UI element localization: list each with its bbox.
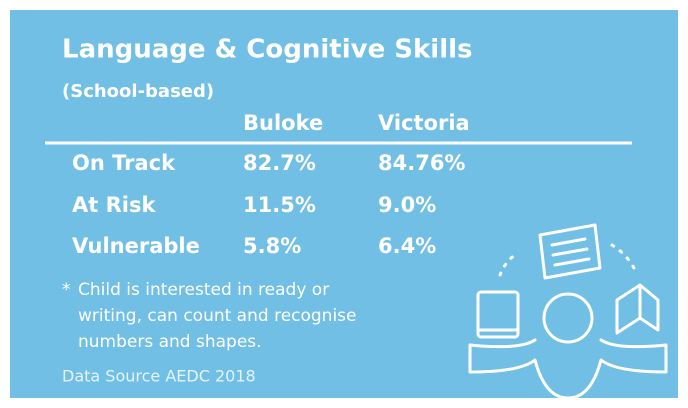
cell: 11.5% bbox=[243, 193, 316, 217]
cell: 5.8% bbox=[243, 234, 301, 258]
card-background bbox=[10, 10, 678, 398]
source: Data Source AEDC 2018 bbox=[62, 367, 256, 386]
illustration bbox=[468, 223, 668, 400]
row-label: On Track bbox=[72, 151, 176, 175]
note-line: numbers and shapes. bbox=[78, 332, 262, 352]
column-header: Victoria bbox=[378, 111, 470, 135]
cell: 9.0% bbox=[378, 193, 436, 217]
cell: 6.4% bbox=[378, 234, 436, 258]
column-header: Buloke bbox=[243, 111, 323, 135]
cell: 84.76% bbox=[378, 151, 465, 175]
row-label: At Risk bbox=[72, 193, 156, 217]
note: * Child is interested in ready or writin… bbox=[62, 280, 357, 352]
note-line: Child is interested in ready or bbox=[78, 280, 329, 300]
note-marker: * bbox=[62, 280, 71, 300]
row-label: Vulnerable bbox=[72, 234, 200, 258]
note-line: writing, can count and recognise bbox=[78, 306, 357, 326]
subtitle: (School-based) bbox=[62, 81, 214, 102]
cell: 82.7% bbox=[243, 151, 316, 175]
table: Buloke Victoria On Track 82.7% 84.76% At Risk… bbox=[72, 111, 470, 258]
title: Language & Cognitive Skills bbox=[62, 35, 473, 65]
